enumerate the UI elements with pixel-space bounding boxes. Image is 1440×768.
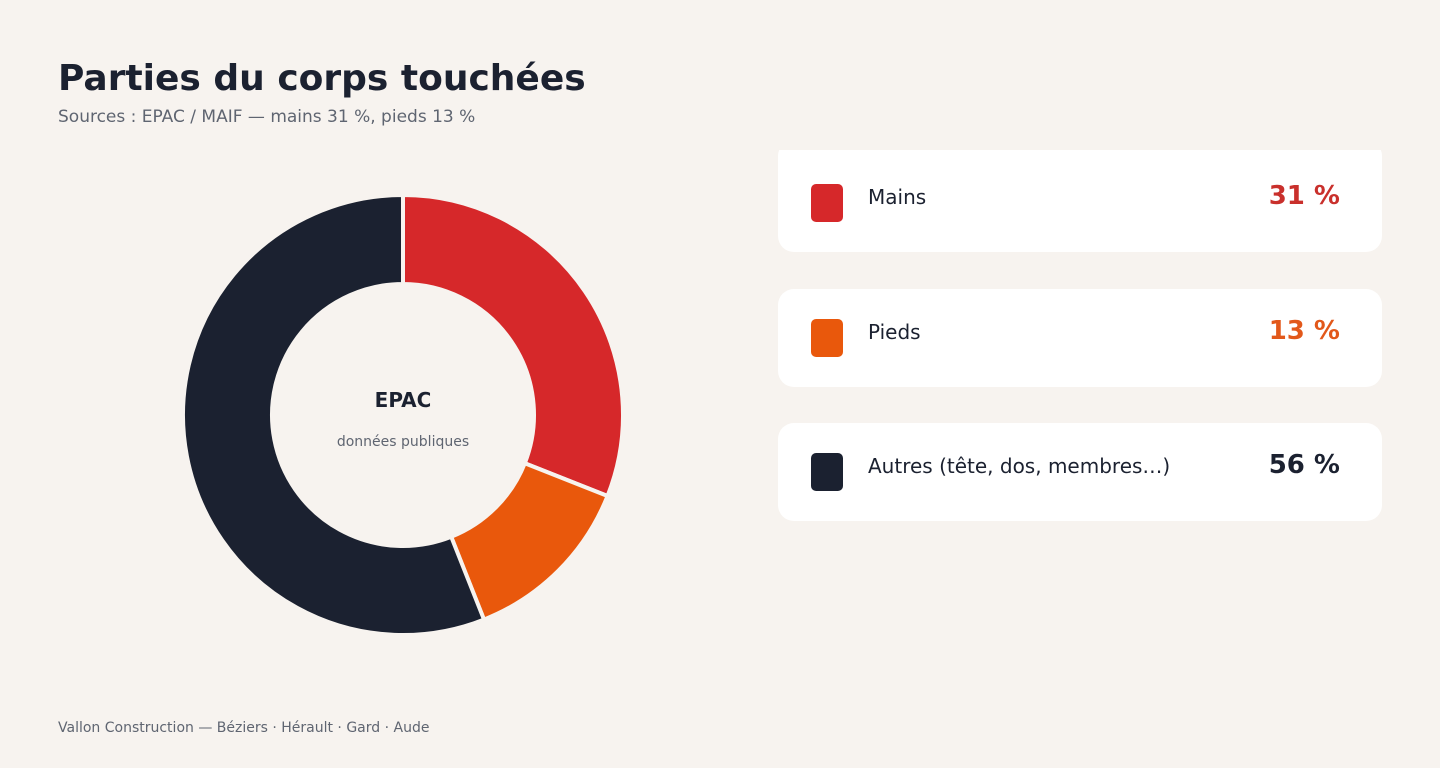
legend-card-pieds: Pieds 13 % [778,289,1382,387]
legend-swatch-pieds [811,319,843,357]
page-subtitle: Sources : EPAC / MAIF — mains 31 %, pied… [58,107,476,127]
legend: Mains 31 % Pieds 13 % Autres (tête, dos,… [778,150,1382,530]
legend-label-pieds: Pieds [868,320,921,344]
donut-center-title: EPAC [375,388,432,412]
donut-slice-mains [401,193,625,498]
page-title: Parties du corps touchées [58,58,586,99]
legend-value-autres: 56 % [1268,450,1340,480]
legend-swatch-mains [811,184,843,222]
donut-slice-autres [181,193,486,637]
donut-center-subtitle: données publiques [337,434,469,450]
footer-credit: Vallon Construction — Béziers · Hérault … [58,720,430,736]
donut-chart: EPAC données publiques [181,193,625,637]
legend-value-pieds: 13 % [1268,316,1340,346]
legend-card-autres: Autres (tête, dos, membres…) 56 % [778,423,1382,521]
legend-card-mains: Mains 31 % [778,150,1382,252]
legend-label-autres: Autres (tête, dos, membres…) [868,454,1171,478]
donut-slices [181,193,625,637]
legend-label-mains: Mains [868,185,927,209]
legend-swatch-autres [811,453,843,491]
legend-value-mains: 31 % [1268,181,1340,211]
